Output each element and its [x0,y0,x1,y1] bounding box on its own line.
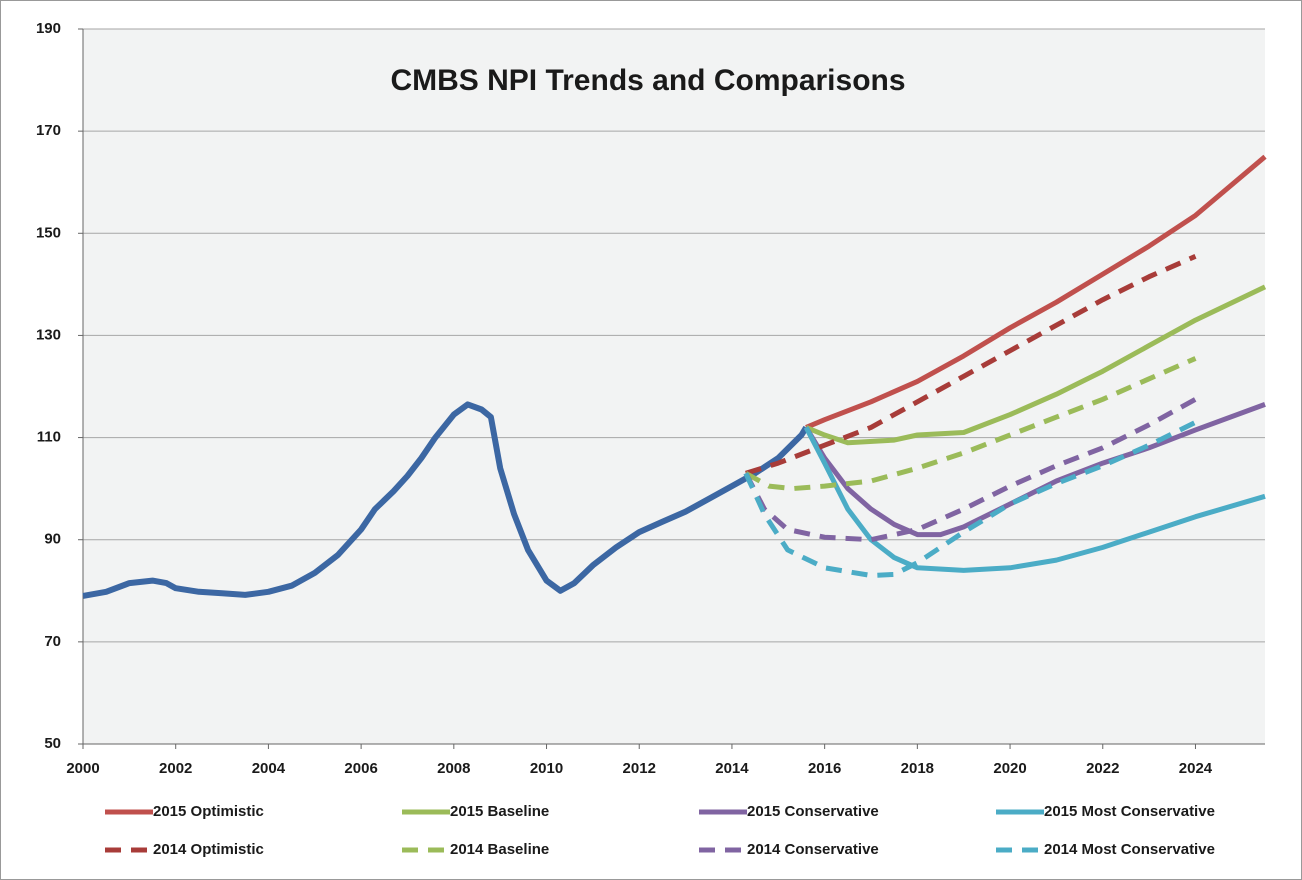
x-tick-label: 2008 [437,760,470,777]
y-tick-label: 130 [36,326,61,343]
x-tick-label: 2006 [344,760,377,777]
legend-label: 2014 Baseline [450,841,549,858]
chart-title: CMBS NPI Trends and Comparisons [390,64,905,97]
x-tick-label: 2016 [808,760,841,777]
y-tick-label: 150 [36,224,61,241]
series-line [743,420,1197,578]
y-tick-label: 90 [44,531,61,548]
series-line [743,397,1197,543]
y-tick-label: 170 [36,122,61,139]
y-tick-label: 190 [36,20,61,37]
y-tick-label: 110 [37,429,61,446]
x-tick-label: 2020 [993,760,1026,777]
series-line [803,426,1266,573]
legend-label: 2015 Baseline [450,803,549,820]
series-line [82,401,809,599]
legend-label: 2015 Conservative [747,803,879,820]
x-tick-label: 2010 [530,760,563,777]
legend-label: 2014 Conservative [747,841,879,858]
x-tick-label: 2014 [715,760,749,777]
plot-area [83,29,1265,744]
x-tick-label: 2002 [159,760,192,777]
x-tick-label: 2000 [66,760,99,777]
y-tick-label: 70 [44,633,61,650]
series-line [805,154,1267,430]
x-tick-label: 2022 [1086,760,1119,777]
y-tick-label: 50 [44,735,61,752]
legend-label: 2014 Most Conservative [1044,841,1215,858]
series-line [805,284,1267,446]
legend-label: 2014 Optimistic [153,841,264,858]
x-tick-label: 2004 [252,760,286,777]
x-tick-label: 2024 [1179,760,1213,777]
legend-label: 2015 Most Conservative [1044,803,1215,820]
x-tick-label: 2012 [623,760,656,777]
series-line [745,254,1197,476]
x-tick-label: 2018 [901,760,934,777]
legend-label: 2015 Optimistic [153,803,264,820]
